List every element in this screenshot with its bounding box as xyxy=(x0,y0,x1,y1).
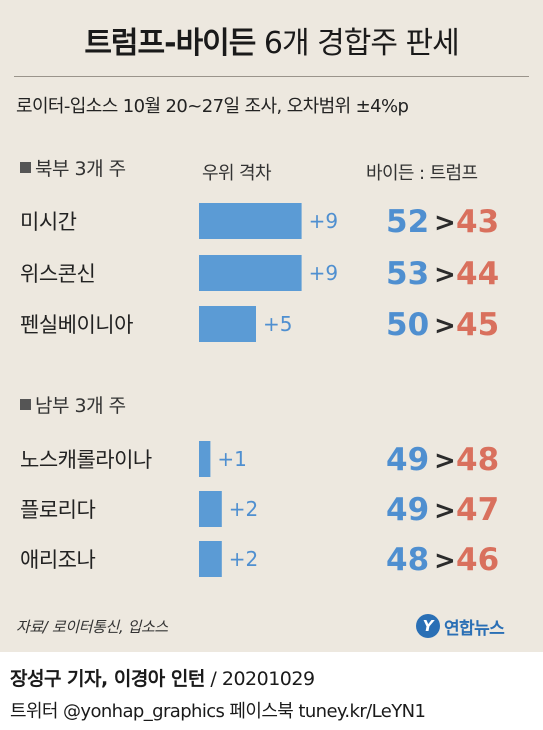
margin-bar xyxy=(199,491,222,527)
margin-bar xyxy=(199,306,256,342)
margin-label: +5 xyxy=(263,312,292,336)
section-label-south-text: 남부 3개 주 xyxy=(35,395,126,417)
margin-column-header: 우위 격차 xyxy=(202,163,272,184)
trump-value: 48 xyxy=(456,442,499,478)
section-label-north-text: 북부 3개 주 xyxy=(35,158,126,180)
yonhap-logo: Y 연합뉴스 xyxy=(416,612,505,640)
margin-label: +9 xyxy=(309,209,338,233)
comparator-sign: > xyxy=(434,546,456,576)
square-bullet-icon xyxy=(20,162,31,173)
margin-label: +9 xyxy=(309,261,338,285)
pair-column-header: 바이든 : 트럼프 xyxy=(366,163,478,184)
section-label-north: 북부 3개 주 xyxy=(20,154,126,181)
credit-authors: 장성구 기자, 이경아 인턴 xyxy=(10,668,205,690)
yonhap-logo-text: 연합뉴스 xyxy=(444,618,505,639)
state-label: 위스콘신 xyxy=(20,262,95,286)
title-divider xyxy=(14,76,529,77)
state-label: 노스캐롤라이나 xyxy=(20,448,152,472)
biden-value: 52 xyxy=(386,204,429,240)
comparator-sign: > xyxy=(434,260,456,290)
margin-bar xyxy=(199,203,302,239)
comparator-sign: > xyxy=(434,446,456,476)
trump-value: 45 xyxy=(456,307,499,343)
yonhap-logo-icon: Y xyxy=(416,614,440,638)
chart-title: 트럼프-바이든 6개 경합주 판세 xyxy=(0,18,543,62)
trump-value: 43 xyxy=(456,204,499,240)
trump-value: 44 xyxy=(456,256,499,292)
chart-title-bold: 트럼프-바이든 xyxy=(84,26,256,61)
margin-label: +2 xyxy=(229,547,258,571)
comparator-sign: > xyxy=(434,208,456,238)
state-label: 애리조나 xyxy=(20,548,95,572)
biden-value: 49 xyxy=(386,442,429,478)
credit-date: 20201029 xyxy=(221,668,315,690)
social-line: 트위터 @yonhap_graphics 페이스북 tuney.kr/LeYN1 xyxy=(10,701,426,722)
comparator-sign: > xyxy=(434,496,456,526)
credit-separator: / xyxy=(204,668,222,690)
margin-bar xyxy=(199,255,302,291)
biden-value: 50 xyxy=(386,307,429,343)
biden-value: 53 xyxy=(386,256,429,292)
state-label: 펜실베이니아 xyxy=(20,313,133,337)
biden-value: 48 xyxy=(386,542,429,578)
comparator-sign: > xyxy=(434,311,456,341)
margin-bar xyxy=(199,541,222,577)
state-label: 플로리다 xyxy=(20,498,95,522)
margin-label: +1 xyxy=(217,447,246,471)
biden-value: 49 xyxy=(386,492,429,528)
section-label-south: 남부 3개 주 xyxy=(20,391,126,418)
infographic-card: 트럼프-바이든 6개 경합주 판세 로이터-입소스 10월 20~27일 조사,… xyxy=(0,0,543,652)
trump-value: 47 xyxy=(456,492,499,528)
source-note: 자료/ 로이터통신, 입소스 xyxy=(16,618,168,636)
state-label: 미시간 xyxy=(20,210,77,234)
credit-line: 장성구 기자, 이경아 인턴 / 20201029 xyxy=(10,664,315,691)
trump-value: 46 xyxy=(456,542,499,578)
margin-bar xyxy=(199,441,211,477)
margin-label: +2 xyxy=(229,497,258,521)
chart-subtitle: 로이터-입소스 10월 20~27일 조사, 오차범위 ±4%p xyxy=(16,96,409,117)
chart-title-light: 6개 경합주 판세 xyxy=(263,26,460,61)
square-bullet-icon xyxy=(20,399,31,410)
